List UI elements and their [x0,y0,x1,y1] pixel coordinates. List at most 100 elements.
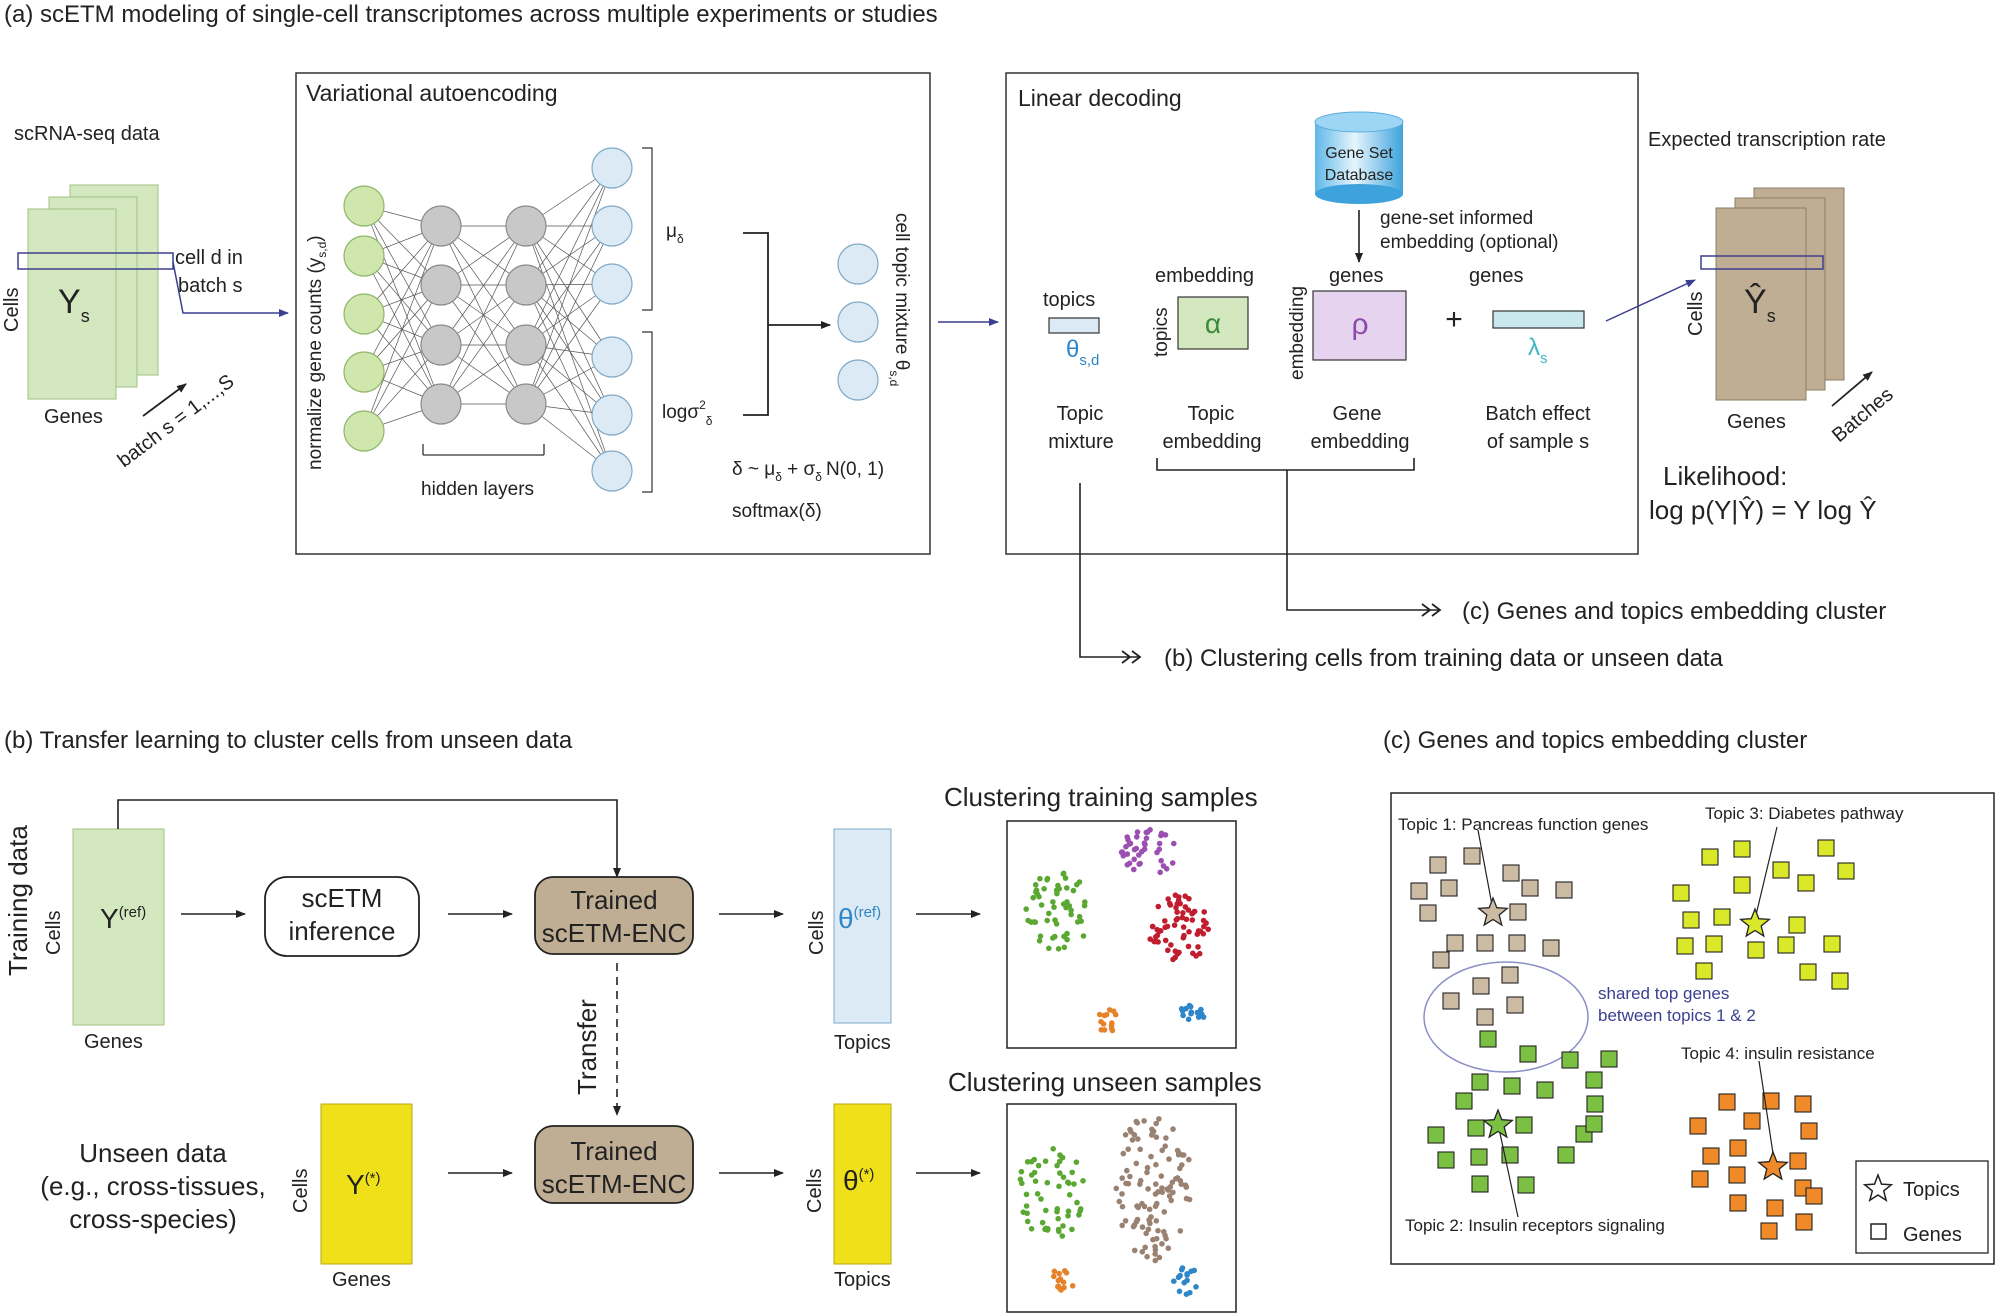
cell-point-green [1024,1210,1030,1217]
output-cells-label: Cells [1685,292,1707,336]
cell-point-purple [1134,834,1140,840]
cell-point-green [1081,902,1088,909]
gene-square [1729,1194,1747,1212]
skip-connection [117,799,621,878]
cell-point-brown [1177,1165,1183,1172]
cell-point-green [1076,1212,1082,1218]
latent-node [591,205,633,247]
nn-connection [363,205,442,405]
clustering-unseen-title: Clustering unseen samples [948,1067,1262,1097]
input-node [343,351,385,393]
latent-node [591,147,633,189]
cell-point-brown [1165,1187,1172,1193]
cell-d-label-1: cell d in [175,247,243,269]
cell-point-orange [1106,1007,1113,1013]
cell-point-brown [1122,1218,1129,1224]
cell-point-green [1056,1228,1062,1235]
gene-squares [1410,839,1855,1240]
cell-point-green [1071,1181,1077,1187]
y-star-matrix [320,1103,413,1265]
cell-point-red [1165,896,1171,902]
arrow-c-label: (c) Genes and topics embedding cluster [1462,598,1886,625]
cell-point-green [1073,1159,1080,1165]
embedding-vertical-label: embedding [1287,286,1308,380]
nn-connection [363,255,442,405]
cell-point-orange [1063,1270,1070,1276]
gene-square [1419,904,1437,922]
gene-square [1794,1095,1812,1113]
nn-connection [525,283,613,405]
batch-effect-2: of sample s [1487,431,1589,453]
cell-point-brown [1131,1247,1138,1254]
expected-rate-label: Expected transcription rate [1648,129,1886,151]
gene-square [1772,861,1790,879]
cell-point-purple [1171,840,1177,847]
cell-point-green [1023,1203,1030,1209]
cell-point-brown [1130,1223,1137,1230]
gene-square [1760,1222,1778,1240]
cell-point-brown [1125,1146,1131,1152]
cell-point-brown [1149,1126,1155,1133]
legend-genes: Genes [1903,1224,1962,1246]
y-ref-genes-label: Genes [84,1031,143,1053]
cell-point-brown [1153,1120,1159,1127]
gene-set-db-label-1: Gene Set [1325,145,1393,162]
gene-square [1789,1152,1807,1170]
cell-point-green [1032,882,1039,888]
cell-point-green [1051,904,1057,910]
cell-point-blue [1178,1266,1185,1273]
cell-point-red [1191,908,1198,915]
gene-square [1691,1170,1709,1188]
batches-label: Batches [1828,384,1898,447]
input-node [343,293,385,335]
embedding-label: embedding [1155,265,1254,287]
cell-point-red [1171,922,1178,928]
cell-point-brown [1152,1191,1159,1197]
cell-point-green [1038,902,1045,908]
cell-point-red [1186,895,1192,902]
cell-point-green [1028,1226,1035,1232]
cell-point-green [1074,881,1080,888]
hidden-node [420,383,462,425]
shared-genes-ellipse [1423,961,1589,1073]
cell-point-red [1180,924,1187,930]
cell-point-red [1181,932,1187,939]
combine-bracket [743,232,769,416]
topic1-pointer [1477,829,1493,906]
cell-point-brown [1162,1143,1168,1149]
cell-point-green [1037,933,1044,939]
cell-point-purple [1162,832,1169,838]
gene-square [1831,972,1849,990]
gene-square [1799,963,1817,981]
gene-square [1672,884,1690,902]
cells-label: Cells [1,288,23,332]
cell-point-green [1069,1226,1075,1233]
cell-point-green [1028,1158,1035,1165]
gene-square [1837,862,1855,880]
topic3-pointer [1755,826,1778,916]
cell-point-green [1061,933,1067,940]
gene-square [1471,1175,1489,1193]
decoder-output-arrow [1605,279,1696,322]
cell-point-red [1168,942,1174,948]
clustering-training-title: Clustering training samples [944,782,1258,812]
cell-point-brown [1180,1152,1187,1158]
gene-square [1557,1146,1575,1164]
cell-point-orange [1069,1283,1076,1289]
cell-point-brown [1113,1185,1120,1192]
y-ref-label: Y(ref) [100,903,146,934]
gene-square [1472,977,1490,995]
gene-square [1471,1073,1489,1091]
cell-point-blue [1200,1014,1207,1020]
nn-connection [525,225,613,405]
gene-square [1437,1151,1455,1169]
hidden-node [505,324,547,366]
likelihood-label: Likelihood: [1663,461,1787,491]
cell-point-brown [1148,1214,1154,1220]
cell-point-green [1052,933,1058,940]
cell-point-brown [1158,1173,1165,1179]
cell-point-green [1080,1178,1086,1184]
cell-point-red [1205,926,1211,933]
cell-point-red [1155,903,1162,910]
trained-encoder-2-1: Trained [570,1136,657,1166]
